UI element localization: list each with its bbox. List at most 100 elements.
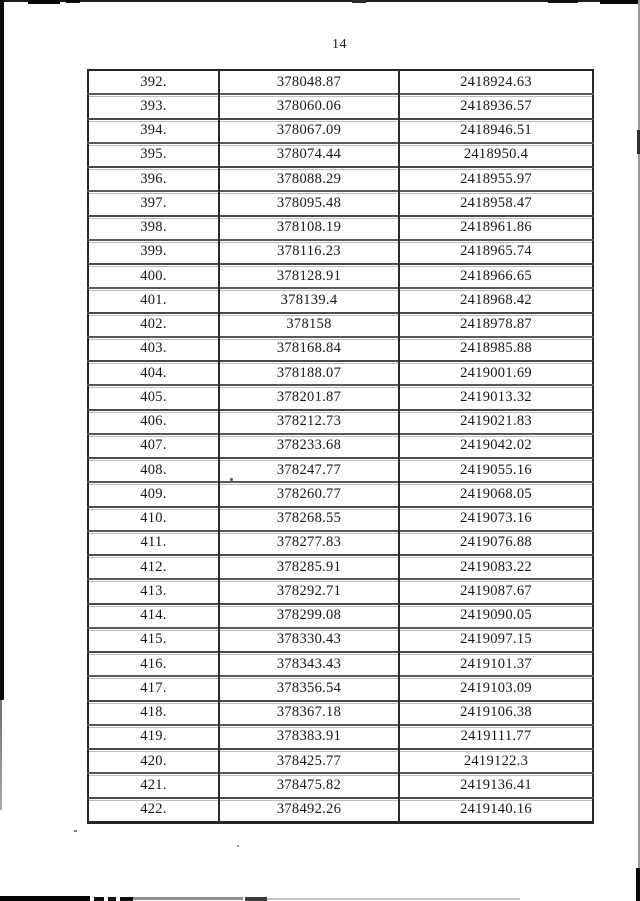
y-coordinate-cell: 2419097.15 (398, 626, 593, 652)
point-number-cell: 413. (88, 578, 219, 604)
point-number-cell: 409. (88, 481, 219, 507)
table-row: 401. 378139.4 2418968.42 (88, 287, 593, 313)
y-coordinate-cell: 2418968.42 (398, 287, 593, 313)
x-coordinate-cell: 378158 (218, 311, 399, 337)
scan-artifact-bottom-dash (94, 897, 104, 901)
x-coordinate-cell: 378367.18 (218, 699, 399, 725)
scan-artifact-right-edge-tick (637, 130, 640, 154)
y-coordinate-cell: 2419136.41 (398, 772, 593, 798)
x-coordinate-cell: 378343.43 (218, 650, 399, 677)
x-coordinate-cell: 378212.73 (218, 408, 399, 434)
y-coordinate-cell: 2418946.51 (398, 117, 593, 143)
x-coordinate-cell: 378356.54 (218, 675, 399, 701)
x-coordinate-cell: 378188.07 (218, 359, 399, 386)
point-number-cell: 415. (88, 626, 219, 652)
scan-artifact-top-dash (548, 0, 578, 3)
table-row: 402. 378158 2418978.87 (88, 311, 593, 337)
point-number-cell: 422. (88, 796, 219, 823)
point-number-cell: 418. (88, 699, 219, 725)
x-coordinate-cell: 378383.91 (218, 723, 399, 749)
y-coordinate-cell: 2419111.77 (398, 723, 593, 749)
y-coordinate-cell: 2418966.65 (398, 262, 593, 289)
x-coordinate-cell: 378139.4 (218, 287, 399, 313)
coordinate-table-body: 392. 378048.87 2418924.63 393. 378060.06… (88, 70, 593, 823)
point-number-cell: 392. (140, 73, 167, 90)
table-row: 396. 378088.29 2418955.97 (88, 165, 593, 192)
x-coordinate-cell: 378299.08 (218, 602, 399, 628)
scan-speck (237, 845, 239, 847)
table-row: 409. 378260.77 2419068.05 (88, 481, 593, 507)
point-number-cell: 396. (88, 165, 219, 192)
x-coordinate-cell: 378425.77 (218, 747, 399, 774)
table-row: 393. 378060.06 2418936.57 (88, 93, 593, 119)
table-row: 406. 378212.73 2419021.83 (88, 408, 593, 434)
y-coordinate-cell: 2418950.4 (398, 141, 593, 167)
x-coordinate-cell: 378233.68 (218, 432, 399, 458)
y-coordinate-cell: 2419055.16 (398, 456, 593, 483)
point-number-cell: 420. (88, 747, 219, 774)
y-coordinate-cell: 2418965.74 (398, 238, 593, 264)
x-coordinate-cell: 378201.87 (218, 384, 399, 410)
table-row: 417. 378356.54 2419103.09 (88, 675, 593, 701)
x-coordinate-cell: 378067.09 (218, 117, 399, 143)
scan-artifact-top-dash (28, 0, 60, 4)
table-row: 416. 378343.43 2419101.37 (88, 650, 593, 677)
table-row: 407. 378233.68 2419042.02 (88, 432, 593, 458)
point-number-cell: 404. (88, 359, 219, 386)
x-coordinate-cell: 378048.87 (218, 70, 399, 95)
table-row: 404. 378188.07 2419001.69 (88, 359, 593, 386)
table-row: 419. 378383.91 2419111.77 (88, 723, 593, 749)
point-number-cell: 394. (88, 117, 219, 143)
scan-artifact-top-dash (352, 0, 366, 3)
point-number-cell: 411. (88, 529, 219, 555)
point-number-cell: 397. (88, 190, 219, 216)
y-coordinate-cell: 2419090.05 (398, 602, 593, 628)
y-coordinate-cell: 2419106.38 (398, 699, 593, 725)
y-coordinate-cell: 2419001.69 (398, 359, 593, 386)
scan-artifact-top-dash (600, 0, 640, 4)
scan-artifact-bottom-edge (245, 897, 267, 901)
page-number: 14 (332, 37, 347, 52)
y-coordinate-cell: 2419073.16 (398, 505, 593, 531)
y-coordinate-cell: 2419042.02 (398, 432, 593, 458)
y-coordinate-cell: 2418961.86 (398, 214, 593, 240)
point-number-cell: 421. (88, 772, 219, 798)
point-number-cell: 406. (88, 408, 219, 434)
point-number-cell: 416. (88, 650, 219, 677)
point-number-cell: 401. (88, 287, 219, 313)
table-row: 400. 378128.91 2418966.65 (88, 262, 593, 289)
scan-artifact-bottom-dash (120, 897, 133, 901)
x-coordinate-cell: 378330.43 (218, 626, 399, 652)
point-number-cell: 399. (88, 238, 219, 264)
x-coordinate-cell: 378095.48 (218, 190, 399, 216)
x-coordinate-cell: 378475.82 (218, 772, 399, 798)
x-coordinate-cell: 378285.91 (218, 553, 399, 580)
y-coordinate-cell: 2419083.22 (398, 553, 593, 580)
point-number-cell: 405. (88, 384, 219, 410)
table-row: 410. 378268.55 2419073.16 (88, 505, 593, 531)
point-number-cell: 412. (88, 553, 219, 580)
table-row: 413. 378292.71 2419087.67 (88, 578, 593, 604)
x-coordinate-cell: 378268.55 (218, 505, 399, 531)
table-row: 414. 378299.08 2419090.05 (88, 602, 593, 628)
table-row: 398. 378108.19 2418961.86 (88, 214, 593, 240)
point-number-cell: 419. (88, 723, 219, 749)
y-coordinate-cell: 2418955.97 (398, 165, 593, 192)
scan-artifact-left-edge-fade (0, 700, 2, 810)
x-coordinate-cell: 378128.91 (218, 262, 399, 289)
x-coordinate-cell: 378260.77 (218, 481, 399, 507)
table-row: 418. 378367.18 2419106.38 (88, 699, 593, 725)
table-row: 395. 378074.44 2418950.4 (88, 141, 593, 167)
scan-artifact-top-dash (66, 0, 80, 3)
y-coordinate-cell: 2418936.57 (398, 93, 593, 119)
scan-artifact-bottom-dash (108, 897, 116, 901)
x-coordinate-cell: 378247.77 (218, 456, 399, 483)
table-row: 420. 378425.77 2419122.3 (88, 747, 593, 774)
coordinate-table: 392. 378048.87 2418924.63 393. 378060.06… (87, 69, 594, 824)
point-number-cell: 417. (88, 675, 219, 701)
x-coordinate-cell: 378492.26 (218, 796, 399, 823)
scan-artifact-top-edge (0, 0, 640, 2)
point-number-cell: 414. (88, 602, 219, 628)
x-coordinate-cell: 378168.84 (218, 335, 399, 361)
